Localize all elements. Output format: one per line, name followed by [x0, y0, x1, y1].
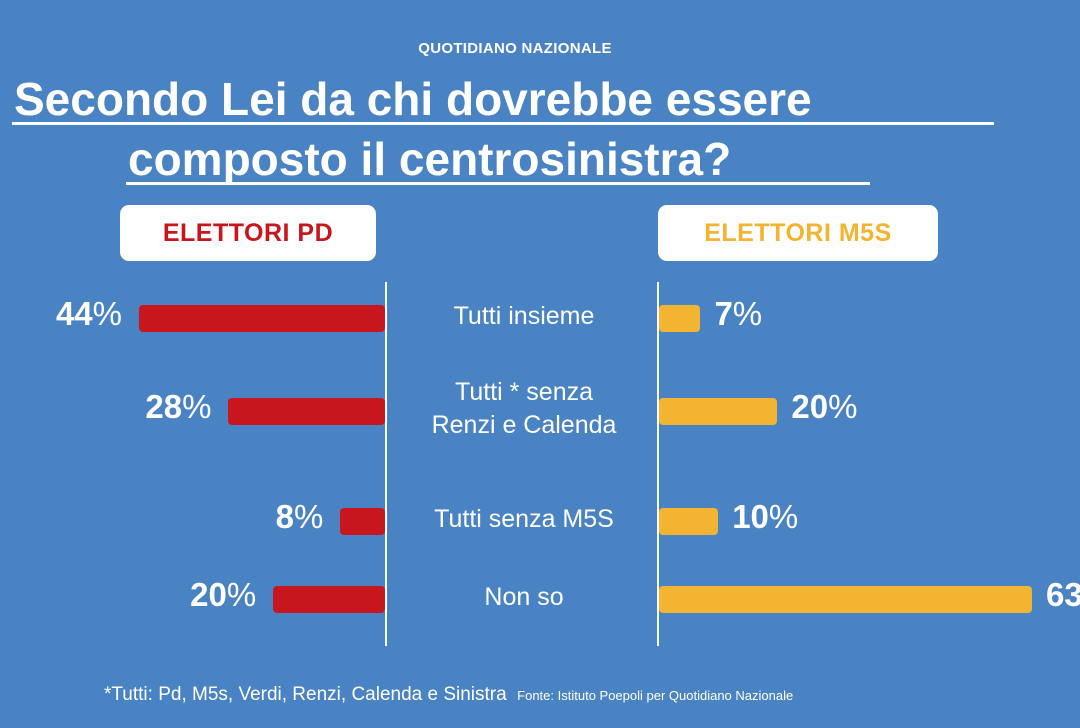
value-label-m5s-2: 10%	[732, 498, 799, 535]
value-label-pd-1: 28%	[145, 388, 212, 425]
category-label-0: Tutti insieme	[453, 301, 595, 330]
title-underline-2	[126, 182, 870, 185]
category-label-1: Tutti * senza Renzi e Calenda	[431, 378, 617, 439]
bar-pd-1	[228, 397, 385, 425]
legend-m5s: ELETTORI M5S	[658, 205, 938, 261]
source-label: QUOTIDIANO NAZIONALE	[418, 40, 612, 57]
value-label-m5s-0: 7%	[714, 295, 763, 332]
category-label-3: Non so	[484, 582, 564, 611]
legend-pd: ELETTORI PD	[120, 205, 376, 261]
footnote: *Tutti: Pd, M5s, Verdi, Renzi, Calenda e…	[104, 684, 507, 705]
bar-pd-0	[139, 304, 385, 332]
bar-pd-2	[340, 507, 385, 535]
value-label-m5s-3: 63%	[1046, 576, 1080, 613]
value-label-m5s-1: 20%	[791, 388, 858, 425]
title-underline-1	[12, 122, 994, 125]
value-label-pd-3: 20%	[190, 576, 257, 613]
bar-m5s-0	[659, 304, 701, 332]
axis-m5s	[657, 282, 659, 646]
bar-m5s-3	[659, 585, 1032, 613]
value-label-pd-2: 8%	[275, 498, 324, 535]
title-line-1: Secondo Lei da chi dovrebbe essere	[14, 73, 812, 125]
footer: *Tutti: Pd, M5s, Verdi, Renzi, Calenda e…	[104, 684, 793, 706]
source-credit: Fonte: Istituto Poepoli per Quotidiano N…	[517, 688, 794, 703]
bar-m5s-1	[659, 397, 778, 425]
axis-pd	[385, 282, 387, 646]
title-line-2: composto il centrosinistra?	[128, 133, 732, 185]
bar-pd-3	[273, 585, 385, 613]
value-label-pd-0: 44%	[55, 295, 122, 332]
bar-m5s-2	[659, 507, 719, 535]
category-label-2: Tutti senza M5S	[434, 504, 614, 533]
